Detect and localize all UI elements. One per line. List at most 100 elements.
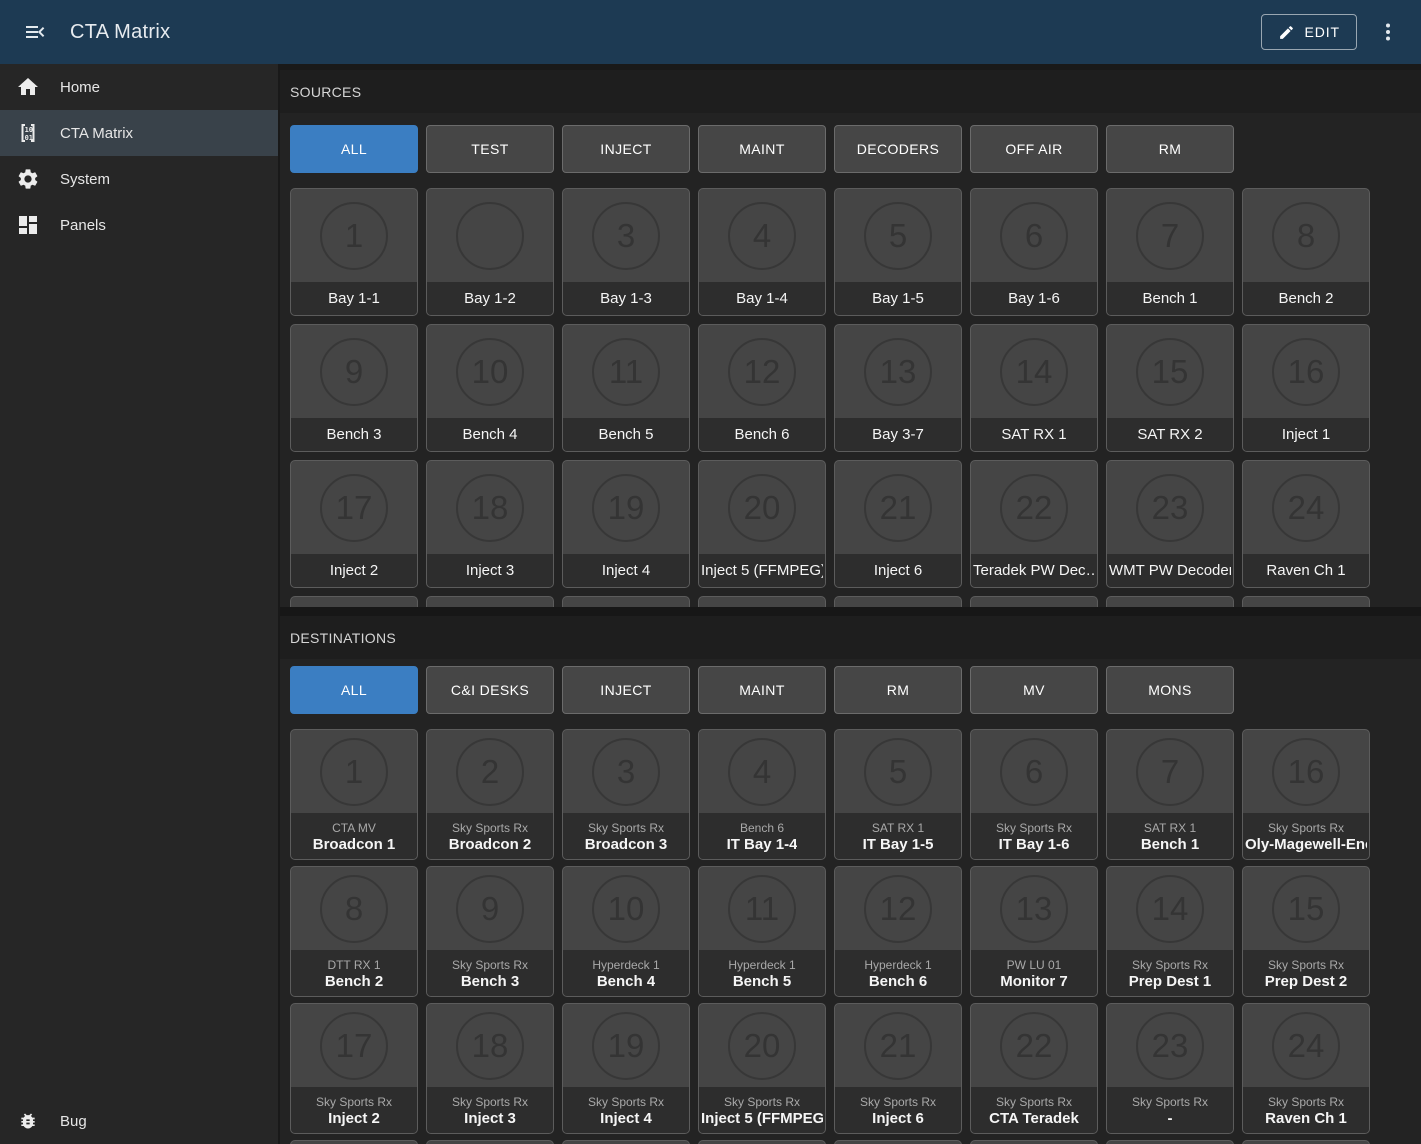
tile-label: Bench 6 (868, 972, 928, 990)
destinations-filter-inject[interactable]: INJECT (562, 666, 690, 714)
sources-filter-test[interactable]: TEST (426, 125, 554, 173)
sources-scroll-area[interactable]: 1 Bay 1-1 Bay 1-2 3 Bay 1-3 4 (280, 173, 1421, 607)
sidebar-item-system[interactable]: System (0, 156, 278, 202)
destination-tile[interactable]: 13 PW LU 01 Monitor 7 (970, 866, 1098, 997)
destination-tile-partial[interactable] (1106, 1140, 1234, 1144)
source-tile-partial[interactable] (290, 596, 418, 607)
destination-tile[interactable]: 18 Sky Sports Rx Inject 3 (426, 1003, 554, 1134)
source-tile[interactable]: 4 Bay 1-4 (698, 188, 826, 316)
tile-number-circle: 12 (728, 337, 796, 406)
source-tile[interactable]: 17 Inject 2 (290, 460, 418, 588)
sidebar-item-home[interactable]: Home (0, 64, 278, 110)
tile-routed-source: SAT RX 1 (871, 820, 925, 835)
sidebar-item-bug[interactable]: Bug (0, 1098, 278, 1144)
destination-tile-partial[interactable] (970, 1140, 1098, 1144)
source-tile[interactable]: 8 Bench 2 (1242, 188, 1370, 316)
source-tile[interactable]: 19 Inject 4 (562, 460, 690, 588)
destination-tile[interactable]: 24 Sky Sports Rx Raven Ch 1 (1242, 1003, 1370, 1134)
destination-tile[interactable]: 23 Sky Sports Rx - (1106, 1003, 1234, 1134)
sources-filter-inject[interactable]: INJECT (562, 125, 690, 173)
source-tile-partial[interactable] (426, 596, 554, 607)
destination-tile-partial[interactable] (562, 1140, 690, 1144)
destination-tile-partial[interactable] (426, 1140, 554, 1144)
destination-tile[interactable]: 2 Sky Sports Rx Broadcon 2 (426, 729, 554, 860)
sidebar-item-label: Bug (60, 1112, 87, 1130)
destination-tile[interactable]: 17 Sky Sports Rx Inject 2 (290, 1003, 418, 1134)
source-tile[interactable]: 5 Bay 1-5 (834, 188, 962, 316)
destination-tile[interactable]: 4 Bench 6 IT Bay 1-4 (698, 729, 826, 860)
matrix-main: SOURCES ALL TEST INJECT MAINT DECODERS OFF AI… (280, 64, 1421, 1144)
source-tile[interactable]: 6 Bay 1-6 (970, 188, 1098, 316)
source-tile[interactable]: 7 Bench 1 (1106, 188, 1234, 316)
sources-filter-rm[interactable]: RM (1106, 125, 1234, 173)
source-tile[interactable]: 11 Bench 5 (562, 324, 690, 452)
source-tile[interactable]: 3 Bay 1-3 (562, 188, 690, 316)
destination-tile-partial[interactable] (698, 1140, 826, 1144)
destinations-filter-rm[interactable]: RM (834, 666, 962, 714)
source-tile[interactable]: 20 Inject 5 (FFMPEG) (698, 460, 826, 588)
destination-tile[interactable]: 15 Sky Sports Rx Prep Dest 2 (1242, 866, 1370, 997)
destination-tile[interactable]: 22 Sky Sports Rx CTA Teradek (970, 1003, 1098, 1134)
sources-filter-off-air[interactable]: OFF AIR (970, 125, 1098, 173)
destination-tile-partial[interactable] (1242, 1140, 1370, 1144)
destination-tile[interactable]: 12 Hyperdeck 1 Bench 6 (834, 866, 962, 997)
source-tile[interactable]: 24 Raven Ch 1 (1242, 460, 1370, 588)
destination-tile[interactable]: 14 Sky Sports Rx Prep Dest 1 (1106, 866, 1234, 997)
destination-tile[interactable]: 19 Sky Sports Rx Inject 4 (562, 1003, 690, 1134)
source-tile-partial[interactable] (562, 596, 690, 607)
source-tile[interactable]: 16 Inject 1 (1242, 324, 1370, 452)
source-tile[interactable]: 12 Bench 6 (698, 324, 826, 452)
destination-tile[interactable]: 3 Sky Sports Rx Broadcon 3 (562, 729, 690, 860)
destinations-filter-c-i-desks[interactable]: C&I DESKS (426, 666, 554, 714)
destinations-filter-mv[interactable]: MV (970, 666, 1098, 714)
tile-label: IT Bay 1-6 (998, 835, 1070, 853)
source-tile[interactable]: 21 Inject 6 (834, 460, 962, 588)
source-tile[interactable]: 9 Bench 3 (290, 324, 418, 452)
destination-tile[interactable]: 1 CTA MV Broadcon 1 (290, 729, 418, 860)
sources-filter-all[interactable]: ALL (290, 125, 418, 173)
source-tile[interactable]: Bay 1-2 (426, 188, 554, 316)
edit-button[interactable]: EDIT (1260, 14, 1357, 50)
tile-number-circle: 22 (1000, 473, 1068, 542)
source-tile-partial[interactable] (1242, 596, 1370, 607)
destination-tile[interactable]: 11 Hyperdeck 1 Bench 5 (698, 866, 826, 997)
source-tile[interactable]: 1 Bay 1-1 (290, 188, 418, 316)
destination-tile[interactable]: 21 Sky Sports Rx Inject 6 (834, 1003, 962, 1134)
destination-tile[interactable]: 9 Sky Sports Rx Bench 3 (426, 866, 554, 997)
source-tile-partial[interactable] (834, 596, 962, 607)
source-tile-partial[interactable] (1106, 596, 1234, 607)
tile-number-circle: 15 (1136, 337, 1204, 406)
menu-open-icon[interactable] (14, 11, 56, 53)
source-tile[interactable]: 18 Inject 3 (426, 460, 554, 588)
destination-tile[interactable]: 16 Sky Sports Rx Oly-Magewell-Enc (1242, 729, 1370, 860)
destination-tile[interactable]: 5 SAT RX 1 IT Bay 1-5 (834, 729, 962, 860)
tile-label: Inject 6 (873, 562, 923, 579)
source-tile-partial[interactable] (970, 596, 1098, 607)
destinations-filter-maint[interactable]: MAINT (698, 666, 826, 714)
destination-tile-partial[interactable] (834, 1140, 962, 1144)
destinations-filter-all[interactable]: ALL (290, 666, 418, 714)
destination-tile[interactable]: 10 Hyperdeck 1 Bench 4 (562, 866, 690, 997)
sidebar-item-panels[interactable]: Panels (0, 202, 278, 248)
kebab-menu-icon[interactable] (1367, 11, 1409, 53)
tile-routed-source: SAT RX 1 (1143, 820, 1197, 835)
tile-number: 20 (743, 1026, 781, 1064)
destination-tile-partial[interactable] (290, 1140, 418, 1144)
source-tile-partial[interactable] (698, 596, 826, 607)
source-tile[interactable]: 10 Bench 4 (426, 324, 554, 452)
destinations-scroll-area[interactable]: 1 CTA MV Broadcon 1 2 Sky Sports Rx Broa… (280, 714, 1421, 1144)
tile-number: 24 (1287, 1026, 1325, 1064)
destination-tile[interactable]: 7 SAT RX 1 Bench 1 (1106, 729, 1234, 860)
source-tile[interactable]: 14 SAT RX 1 (970, 324, 1098, 452)
source-tile[interactable]: 22 Teradek PW Dec… (970, 460, 1098, 588)
destination-tile[interactable]: 8 DTT RX 1 Bench 2 (290, 866, 418, 997)
sidebar-item-cta-matrix[interactable]: 10 01 CTA Matrix (0, 110, 278, 156)
sources-filter-decoders[interactable]: DECODERS (834, 125, 962, 173)
destination-tile[interactable]: 20 Sky Sports Rx Inject 5 (FFMPEG) (698, 1003, 826, 1134)
source-tile[interactable]: 23 WMT PW Decoder (1106, 460, 1234, 588)
destinations-filter-mons[interactable]: MONS (1106, 666, 1234, 714)
source-tile[interactable]: 15 SAT RX 2 (1106, 324, 1234, 452)
source-tile[interactable]: 13 Bay 3-7 (834, 324, 962, 452)
sources-filter-maint[interactable]: MAINT (698, 125, 826, 173)
destination-tile[interactable]: 6 Sky Sports Rx IT Bay 1-6 (970, 729, 1098, 860)
